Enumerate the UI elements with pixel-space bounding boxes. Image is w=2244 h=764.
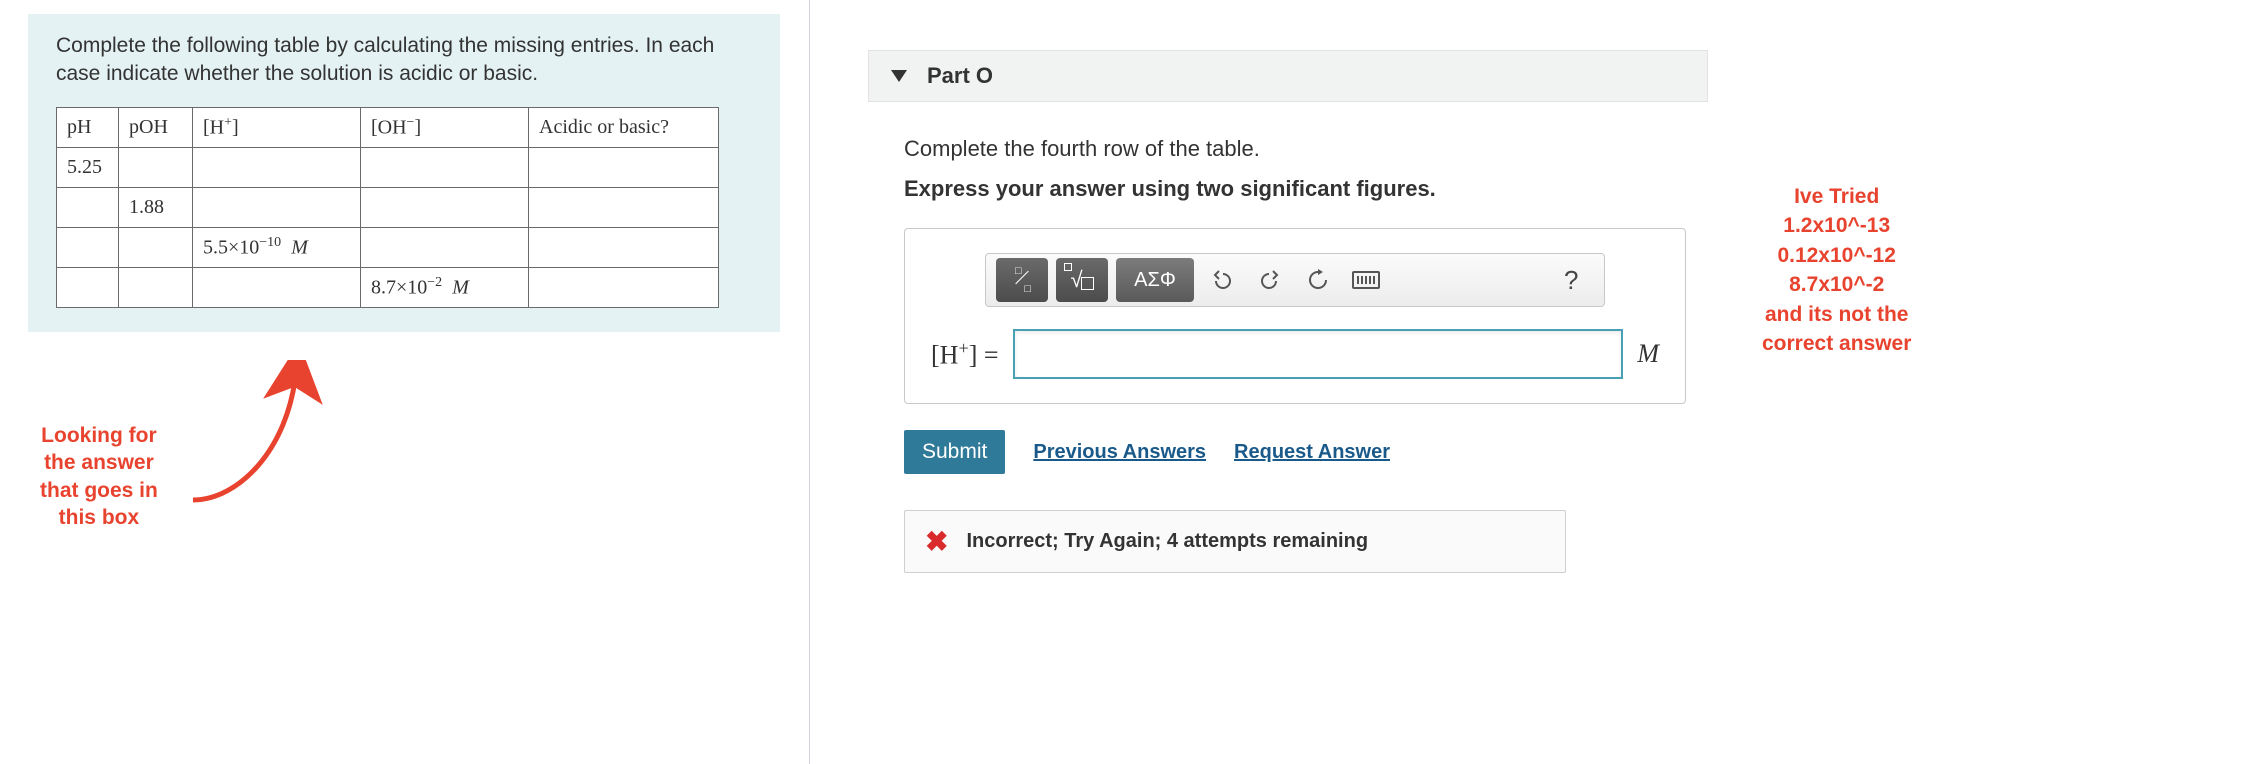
annotation-right: Ive Tried 1.2x10^-13 0.12x10^-12 8.7x10^… <box>1762 182 1911 358</box>
cell-ab <box>529 227 719 267</box>
ph-table: pH pOH [H+] [OH−] Acidic or basic? 5.25 … <box>56 107 719 308</box>
col-poh: pOH <box>119 107 193 147</box>
keyboard-button[interactable] <box>1346 258 1386 302</box>
vertical-divider <box>809 0 810 764</box>
annotation-line: that goes in <box>40 477 158 504</box>
submit-button[interactable]: Submit <box>904 430 1005 474</box>
annotation-line: the answer <box>40 449 158 476</box>
annotation-line: 0.12x10^-12 <box>1762 241 1911 270</box>
equation-label: [H+] = <box>931 338 999 371</box>
equation-toolbar: □□ √ ΑΣΦ ? <box>985 253 1605 307</box>
annotation-left: Looking for the answer that goes in this… <box>40 422 158 531</box>
cell-poh <box>119 147 193 187</box>
annotation-line: 8.7x10^-2 <box>1762 270 1911 299</box>
cell-poh <box>119 267 193 307</box>
cell-h <box>193 147 361 187</box>
feedback-box: ✖ Incorrect; Try Again; 4 attempts remai… <box>904 510 1566 573</box>
cell-oh <box>361 187 529 227</box>
cell-ab <box>529 267 719 307</box>
feedback-text: Incorrect; Try Again; 4 attempts remaini… <box>966 530 1368 553</box>
annotation-line: 1.2x10^-13 <box>1762 211 1911 240</box>
cell-oh <box>361 227 529 267</box>
undo-button[interactable] <box>1202 258 1242 302</box>
greek-symbols-button[interactable]: ΑΣΦ <box>1116 258 1194 302</box>
cell-ph <box>57 227 119 267</box>
cell-ph: 5.25 <box>57 147 119 187</box>
instruction-text: Complete the following table by calculat… <box>56 32 752 89</box>
part-panel: Part O Complete the fourth row of the ta… <box>868 50 1708 573</box>
part-body: Complete the fourth row of the table. Ex… <box>868 102 1708 573</box>
redo-button[interactable] <box>1250 258 1290 302</box>
answer-input[interactable] <box>1013 329 1624 379</box>
cell-oh: 8.7×10−2 M <box>361 267 529 307</box>
part-header[interactable]: Part O <box>868 50 1708 102</box>
cell-h <box>193 267 361 307</box>
previous-answers-link[interactable]: Previous Answers <box>1033 441 1206 464</box>
table-row: 1.88 <box>57 187 719 227</box>
request-answer-link[interactable]: Request Answer <box>1234 441 1390 464</box>
cell-ab <box>529 147 719 187</box>
col-acidic-basic: Acidic or basic? <box>529 107 719 147</box>
template-root-button[interactable]: √ <box>1056 258 1108 302</box>
arrow-icon <box>178 360 348 530</box>
table-row: 5.25 <box>57 147 719 187</box>
reset-button[interactable] <box>1298 258 1338 302</box>
col-oh: [OH−] <box>361 107 529 147</box>
action-row: Submit Previous Answers Request Answer <box>904 430 1696 474</box>
answer-box: □□ √ ΑΣΦ ? [H+] = <box>904 228 1686 404</box>
table-row: 8.7×10−2 M <box>57 267 719 307</box>
annotation-line: Ive Tried <box>1762 182 1911 211</box>
annotation-line: correct answer <box>1762 329 1911 358</box>
unit-label: M <box>1637 339 1659 369</box>
problem-panel: Complete the following table by calculat… <box>28 14 780 332</box>
table-header-row: pH pOH [H+] [OH−] Acidic or basic? <box>57 107 719 147</box>
cell-poh: 1.88 <box>119 187 193 227</box>
prompt-text: Complete the fourth row of the table. <box>904 136 1696 162</box>
instruction-box: Complete the following table by calculat… <box>28 14 780 332</box>
cell-h: 5.5×10−10 M <box>193 227 361 267</box>
table-row: 5.5×10−10 M <box>57 227 719 267</box>
part-title: Part O <box>927 63 993 89</box>
cell-ph <box>57 187 119 227</box>
cell-poh <box>119 227 193 267</box>
col-ph: pH <box>57 107 119 147</box>
annotation-line: Looking for <box>40 422 158 449</box>
incorrect-icon: ✖ <box>925 525 948 558</box>
template-fraction-button[interactable]: □□ <box>996 258 1048 302</box>
cell-ph <box>57 267 119 307</box>
col-h: [H+] <box>193 107 361 147</box>
annotation-line: and its not the <box>1762 300 1911 329</box>
prompt-sigfig: Express your answer using two significan… <box>904 176 1696 202</box>
cell-h <box>193 187 361 227</box>
annotation-line: this box <box>40 504 158 531</box>
help-button[interactable]: ? <box>1564 265 1594 296</box>
cell-ab <box>529 187 719 227</box>
cell-oh <box>361 147 529 187</box>
collapse-icon[interactable] <box>891 70 907 82</box>
equation-row: [H+] = M <box>921 329 1669 379</box>
